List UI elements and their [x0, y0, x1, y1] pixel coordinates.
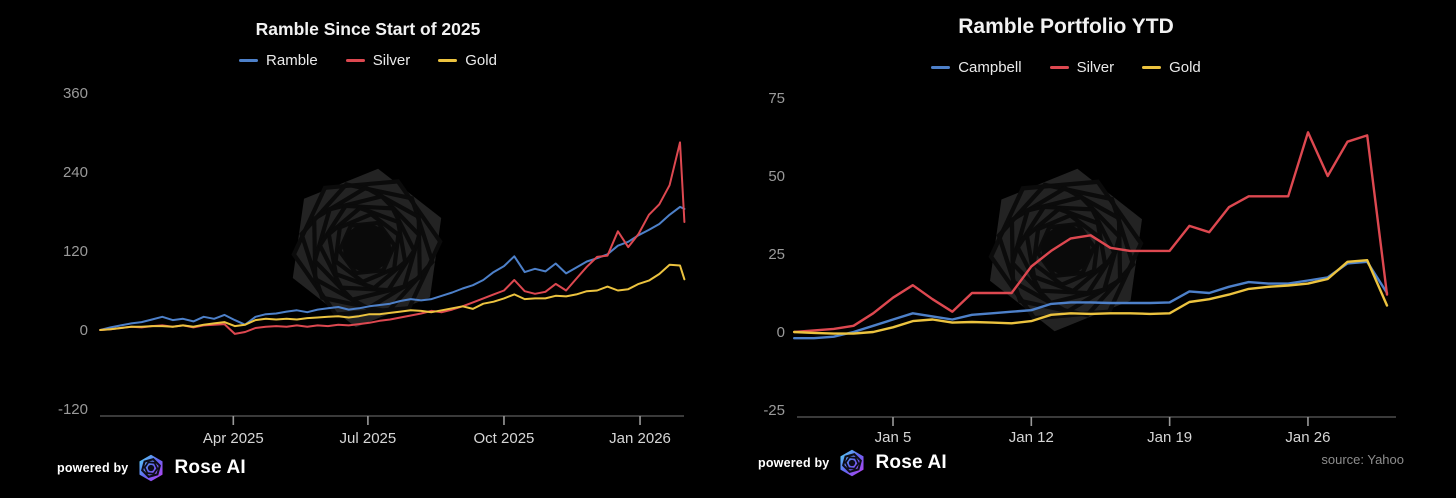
- svg-text:120: 120: [63, 243, 88, 260]
- legend-item-campbell[interactable]: Campbell: [931, 59, 1022, 76]
- legend-item-gold[interactable]: Gold: [1142, 59, 1201, 76]
- svg-text:Jan 26: Jan 26: [1285, 429, 1330, 446]
- legend-item-ramble[interactable]: Ramble: [239, 52, 318, 69]
- legend-item-silver[interactable]: Silver: [1049, 59, 1115, 76]
- rose-ai-logo-icon: [139, 454, 163, 482]
- legend-swatch: [345, 58, 365, 63]
- legend-swatch: [1142, 65, 1162, 70]
- powered-by-label: powered by: [57, 461, 129, 475]
- legend-item-gold[interactable]: Gold: [438, 52, 497, 69]
- source-label: source: Yahoo: [1321, 452, 1404, 467]
- svg-text:0: 0: [80, 322, 88, 339]
- powered-by-label: powered by: [758, 456, 830, 470]
- legend-item-silver[interactable]: Silver: [345, 52, 411, 69]
- legend-label: Ramble: [266, 52, 318, 69]
- svg-text:Jan 2026: Jan 2026: [609, 430, 671, 447]
- svg-text:Jul 2025: Jul 2025: [340, 430, 397, 447]
- line-chart-since-2025[interactable]: Apr 2025 Jul 2025 Oct 2025 Jan 2026 360 240 12…: [0, 0, 728, 498]
- chart-panel-since-2025: Apr 2025 Jul 2025 Oct 2025 Jan 2026 360 240 12…: [0, 0, 728, 498]
- chart-legend: Campbell Silver Gold: [728, 59, 1404, 76]
- legend-swatch: [239, 58, 259, 63]
- svg-text:75: 75: [768, 90, 785, 107]
- svg-text:0: 0: [777, 324, 785, 341]
- legend-swatch: [438, 58, 458, 63]
- legend-label: Campbell: [958, 59, 1022, 76]
- chart-panel-ytd: Jan 5 Jan 12 Jan 19 Jan 26 75 50 25 0 -25 Ramble…: [728, 0, 1456, 498]
- svg-text:Jan 19: Jan 19: [1147, 429, 1192, 446]
- svg-text:240: 240: [63, 164, 88, 181]
- legend-label: Gold: [465, 52, 497, 69]
- line-chart-ytd[interactable]: Jan 5 Jan 12 Jan 19 Jan 26 75 50 25 0 -25: [728, 0, 1456, 498]
- svg-text:-25: -25: [763, 402, 785, 419]
- chart-title: Ramble Portfolio YTD: [958, 15, 1174, 38]
- svg-text:Jan 5: Jan 5: [875, 429, 912, 446]
- brand-name: Rose AI: [174, 457, 246, 478]
- chart-legend: Ramble Silver Gold: [0, 52, 736, 69]
- legend-swatch: [1049, 65, 1069, 70]
- powered-by-brand[interactable]: powered by Rose AI: [758, 448, 947, 478]
- legend-swatch: [931, 65, 951, 70]
- legend-label: Silver: [1076, 59, 1115, 76]
- svg-text:-120: -120: [58, 401, 88, 418]
- svg-text:25: 25: [768, 246, 785, 263]
- svg-text:50: 50: [768, 168, 785, 185]
- legend-label: Gold: [1169, 59, 1201, 76]
- rose-ai-logo-icon: [840, 449, 864, 477]
- svg-text:Jan 12: Jan 12: [1009, 429, 1054, 446]
- legend-label: Silver: [372, 52, 411, 69]
- svg-text:Oct 2025: Oct 2025: [474, 430, 535, 447]
- powered-by-brand[interactable]: powered by Rose AI: [57, 453, 246, 483]
- svg-text:Apr 2025: Apr 2025: [203, 430, 264, 447]
- brand-name: Rose AI: [875, 452, 947, 473]
- svg-text:360: 360: [63, 85, 88, 102]
- chart-title: Ramble Since Start of 2025: [255, 19, 481, 39]
